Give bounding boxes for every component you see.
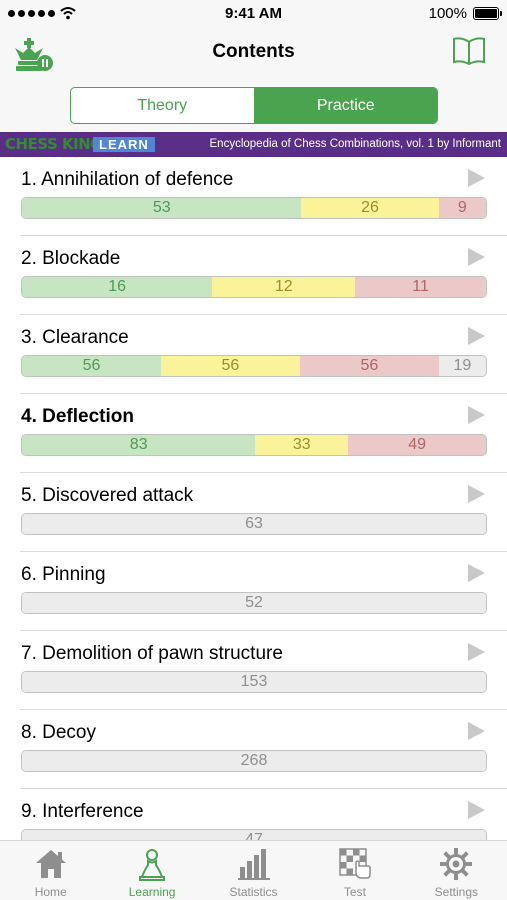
play-arrow-icon[interactable] bbox=[468, 643, 485, 661]
signal-strength-icon bbox=[8, 10, 55, 17]
contents-list: 1. Annihilation of defence 53 26 9 2. Blocka… bbox=[0, 157, 507, 840]
tab-home[interactable]: Home bbox=[0, 841, 101, 900]
tab-label: Settings bbox=[434, 885, 478, 899]
progress-segment-yellow: 33 bbox=[255, 435, 349, 455]
tab-statistics[interactable]: Statistics bbox=[203, 841, 304, 900]
tab-label: Learning bbox=[128, 885, 176, 899]
status-bar: 9:41 AM 100% bbox=[0, 0, 507, 28]
home-icon bbox=[34, 848, 68, 885]
list-item-title: 1. Annihilation of defence bbox=[21, 169, 234, 190]
chessboard-touch-icon bbox=[339, 848, 371, 885]
play-arrow-icon[interactable] bbox=[468, 169, 485, 187]
tab-settings[interactable]: Settings bbox=[406, 841, 507, 900]
progress-segment-red: 56 bbox=[299, 356, 439, 376]
list-item-title: 2. Blockade bbox=[21, 248, 121, 269]
battery-icon bbox=[473, 7, 502, 20]
play-arrow-icon[interactable] bbox=[468, 722, 485, 740]
tab-theory[interactable]: Theory bbox=[137, 96, 188, 114]
list-item[interactable]: 3. Clearance 56 56 56 19 bbox=[0, 315, 507, 394]
pawn-icon bbox=[137, 848, 167, 887]
brand-logo-text: CHESS KING bbox=[5, 135, 103, 153]
tab-label: Home bbox=[34, 885, 67, 899]
navigation-bar: Contents Theory Practice bbox=[0, 28, 507, 132]
tab-practice[interactable]: Practice bbox=[253, 88, 437, 123]
list-item[interactable]: 9. Interference 47 bbox=[0, 789, 507, 840]
list-item-title: 8. Decoy bbox=[21, 722, 96, 743]
progress-bar: 16 12 11 bbox=[21, 276, 487, 298]
tab-label: Statistics bbox=[229, 885, 278, 899]
progress-segment-yellow: 12 bbox=[212, 277, 356, 297]
list-item[interactable]: 7. Demolition of pawn structure 153 bbox=[0, 631, 507, 710]
play-arrow-icon[interactable] bbox=[468, 485, 485, 503]
progress-bar: 63 bbox=[21, 513, 487, 535]
list-item[interactable]: 4. Deflection 83 33 49 bbox=[0, 394, 507, 473]
gear-icon bbox=[440, 848, 473, 885]
list-item[interactable]: 1. Annihilation of defence 53 26 9 bbox=[0, 157, 507, 236]
status-time: 9:41 AM bbox=[225, 5, 282, 22]
list-item[interactable]: 8. Decoy 268 bbox=[0, 710, 507, 789]
book-icon[interactable] bbox=[452, 36, 486, 66]
list-item-title: 9. Interference bbox=[21, 801, 144, 822]
list-item-title: 5. Discovered attack bbox=[21, 485, 194, 506]
learn-badge: LEARN bbox=[93, 137, 155, 152]
list-item-title: 7. Demolition of pawn structure bbox=[21, 643, 283, 664]
progress-segment-green: 53 bbox=[22, 198, 302, 218]
play-arrow-icon[interactable] bbox=[468, 801, 485, 819]
play-arrow-icon[interactable] bbox=[468, 248, 485, 266]
play-arrow-icon[interactable] bbox=[468, 564, 485, 582]
course-banner: CHESS KING LEARN Encyclopedia of Chess C… bbox=[0, 132, 507, 157]
list-item-title: 4. Deflection bbox=[21, 406, 134, 427]
progress-segment-gray: 19 bbox=[438, 356, 486, 376]
progress-bar: 47 bbox=[21, 829, 487, 840]
progress-segment-yellow: 56 bbox=[160, 356, 300, 376]
progress-segment-red: 11 bbox=[355, 277, 486, 297]
tab-test[interactable]: Test bbox=[304, 841, 405, 900]
progress-bar: 53 26 9 bbox=[21, 197, 487, 219]
progress-bar: 56 56 56 19 bbox=[21, 355, 487, 377]
progress-segment-green: 83 bbox=[22, 435, 256, 455]
list-item[interactable]: 6. Pinning 52 bbox=[0, 552, 507, 631]
tab-learning[interactable]: Learning bbox=[101, 841, 202, 900]
progress-bar: 268 bbox=[21, 750, 487, 772]
list-item-title: 3. Clearance bbox=[21, 327, 129, 348]
progress-segment-green: 56 bbox=[22, 356, 161, 376]
wifi-icon bbox=[60, 7, 76, 20]
progress-segment-gray: 47 bbox=[22, 830, 486, 840]
list-item[interactable]: 2. Blockade 16 12 11 bbox=[0, 236, 507, 315]
progress-segment-red: 49 bbox=[348, 435, 486, 455]
bar-chart-icon bbox=[237, 848, 270, 885]
play-arrow-icon[interactable] bbox=[468, 327, 485, 345]
list-item-title: 6. Pinning bbox=[21, 564, 106, 585]
page-title: Contents bbox=[212, 41, 295, 62]
progress-bar: 153 bbox=[21, 671, 487, 693]
progress-segment-yellow: 26 bbox=[301, 198, 439, 218]
battery-percentage: 100% bbox=[428, 5, 467, 22]
list-item[interactable]: 5. Discovered attack 63 bbox=[0, 473, 507, 552]
tab-label: Test bbox=[343, 885, 366, 899]
progress-segment-red: 9 bbox=[438, 198, 486, 218]
tab-bar: Home Learning Statistics Test Settings bbox=[0, 840, 507, 900]
mode-segmented-control: Theory Practice bbox=[70, 87, 438, 124]
progress-segment-gray: 153 bbox=[22, 672, 486, 692]
progress-bar: 83 33 49 bbox=[21, 434, 487, 456]
progress-segment-green: 16 bbox=[22, 277, 213, 297]
progress-segment-gray: 268 bbox=[22, 751, 486, 771]
progress-segment-gray: 63 bbox=[22, 514, 486, 534]
course-title: Encyclopedia of Chess Combinations, vol.… bbox=[209, 138, 501, 150]
progress-segment-gray: 52 bbox=[22, 593, 486, 613]
chess-king-logo-icon[interactable] bbox=[12, 38, 54, 72]
play-arrow-icon[interactable] bbox=[468, 406, 485, 424]
progress-bar: 52 bbox=[21, 592, 487, 614]
